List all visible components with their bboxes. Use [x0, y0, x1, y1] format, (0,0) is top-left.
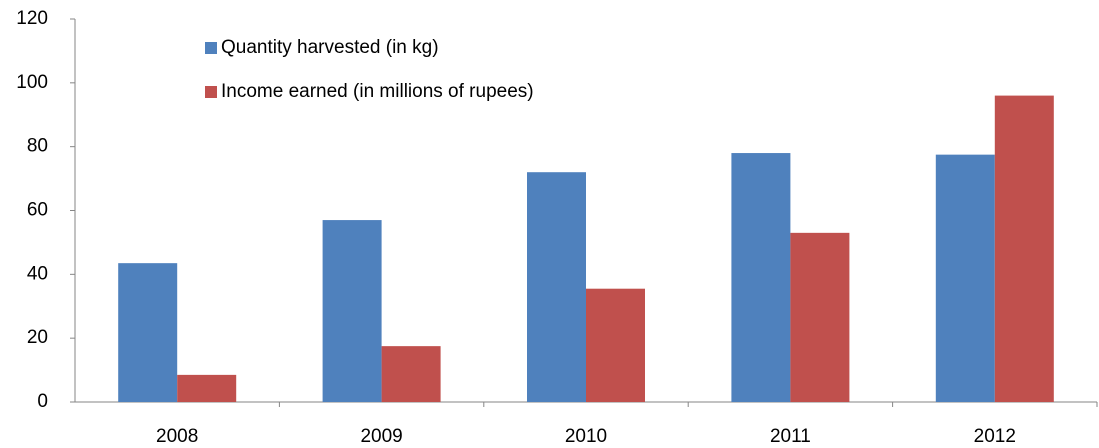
y-tick-label: 40 — [27, 263, 48, 284]
bar — [381, 346, 441, 402]
x-tick-label: 2008 — [156, 426, 198, 447]
legend-swatch — [205, 42, 217, 54]
legend-swatch — [205, 86, 217, 98]
bar — [118, 263, 178, 402]
x-tick-label: 2011 — [770, 426, 811, 447]
bar — [731, 153, 791, 402]
legend-label: Income earned (in millions of rupees) — [221, 81, 534, 102]
y-tick-label: 100 — [16, 72, 48, 93]
x-tick-label: 2009 — [360, 426, 402, 447]
y-tick-label: 20 — [27, 327, 48, 348]
bar — [527, 172, 586, 402]
legend-label: Quantity harvested (in kg) — [221, 37, 439, 58]
bar — [935, 154, 995, 402]
x-tick-label: 2010 — [565, 426, 607, 447]
bar — [322, 220, 382, 402]
bar — [177, 374, 237, 402]
y-tick-label: 0 — [37, 391, 48, 412]
x-tick-label: 2012 — [974, 426, 1016, 447]
y-tick-label: 120 — [16, 8, 48, 29]
bar — [994, 95, 1054, 402]
bar — [586, 288, 645, 402]
bar — [790, 232, 850, 402]
y-tick-label: 80 — [27, 136, 48, 157]
y-tick-label: 60 — [27, 200, 48, 221]
